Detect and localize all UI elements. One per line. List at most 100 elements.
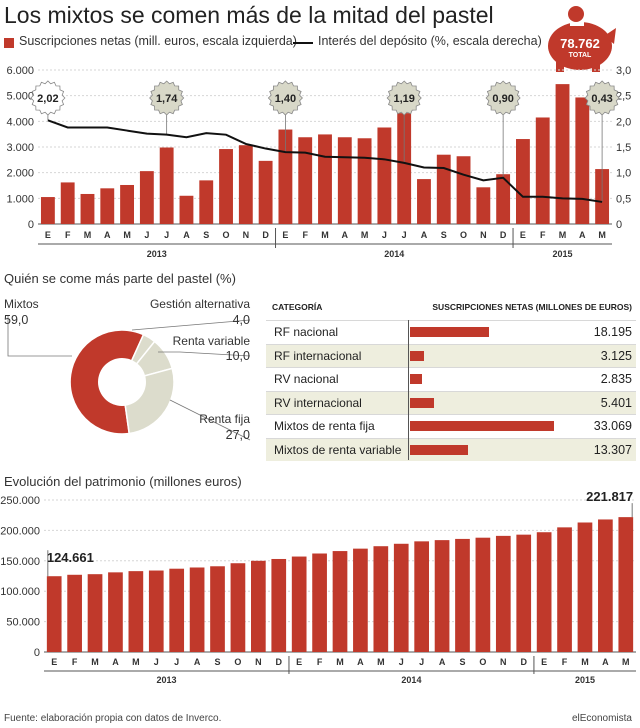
y2-tick-label: 0: [616, 219, 622, 231]
table-row: Mixtos de renta fija 33.069: [266, 414, 636, 437]
x-tick-label: E: [520, 230, 526, 240]
x-tick-label: J: [419, 657, 424, 667]
bar: [298, 137, 313, 224]
y2-tick-label: 2,5: [616, 91, 631, 103]
page-title: Los mixtos se comen más de la mitad del …: [4, 2, 494, 28]
y2-tick-label: 0,5: [616, 193, 631, 205]
y-tick-label: 4.000: [6, 116, 34, 128]
bar: [46, 576, 62, 652]
x-tick-label: J: [154, 657, 159, 667]
bar: [189, 567, 205, 652]
x-tick-label: F: [65, 230, 71, 240]
callout-label: 2,02: [37, 93, 58, 105]
year-label: 2014: [384, 249, 404, 259]
bar: [210, 566, 225, 652]
y-tick-label: 50.000: [6, 617, 40, 629]
y-tick-label: 100.000: [0, 586, 40, 598]
x-tick-label: A: [579, 230, 586, 240]
x-tick-label: S: [215, 657, 221, 667]
legend-line-label: Interés del depósito (%, escala derecha): [318, 34, 542, 48]
bar: [414, 541, 430, 652]
table-row: RV internacional 5.401: [266, 390, 636, 414]
pie-leader-renta-variable: [158, 351, 251, 357]
table-row-bar: [410, 421, 554, 431]
x-tick-label: F: [72, 657, 78, 667]
table-row: RF internacional 3.125: [266, 343, 636, 367]
legend-bar-swatch: [4, 38, 14, 48]
bar: [475, 537, 491, 652]
callout-label: 1,74: [156, 93, 178, 105]
x-tick-label: N: [255, 657, 262, 667]
pie-label-mixtos: Mixtos: [4, 297, 39, 311]
bar: [577, 522, 593, 652]
x-tick-label: F: [540, 230, 546, 240]
x-tick-label: M: [336, 657, 344, 667]
bar: [108, 572, 123, 652]
x-tick-label: A: [194, 657, 201, 667]
x-tick-label: A: [439, 657, 446, 667]
table-bar-axis: [408, 320, 409, 460]
bar: [456, 156, 471, 224]
y-tick-label: 150.000: [0, 556, 40, 568]
table-row-category: RV internacional: [274, 395, 362, 410]
table-row-value: 18.195: [593, 325, 632, 339]
callout-badge: [386, 80, 422, 116]
bar: [536, 532, 552, 652]
table-row-bar: [410, 350, 424, 361]
x-tick-label: F: [317, 657, 323, 667]
bar: [120, 184, 134, 224]
piggy-bank-icon: [548, 6, 616, 72]
x-tick-label: M: [321, 230, 329, 240]
year-label: 2015: [553, 249, 573, 259]
x-tick-label: S: [441, 230, 447, 240]
y-tick-label: 5.000: [6, 91, 34, 103]
interest-line: [47, 119, 603, 203]
x-tick-label: A: [421, 230, 428, 240]
bar: [397, 113, 412, 224]
x-tick-label: D: [520, 657, 527, 667]
bar: [598, 519, 613, 652]
year-label: 2013: [147, 249, 167, 259]
patrimony-chart: 0 50.000 100.000 150.000 200.000 250.000 124.6…: [0, 490, 636, 685]
bar: [476, 187, 491, 224]
table-row-category: Mixtos de renta fija: [274, 419, 375, 433]
first-value-label: 124.661: [47, 550, 94, 565]
x-tick-label: J: [144, 230, 149, 240]
table-row-value: 2.835: [600, 372, 632, 386]
bar: [393, 543, 409, 652]
x-tick-label: S: [203, 230, 209, 240]
table-header-category: CATEGORÍA: [272, 302, 323, 312]
callout-badge: [30, 80, 66, 116]
x-tick-label: M: [622, 657, 630, 667]
pie-value-gestion-alternativa: 4,0: [232, 313, 250, 327]
x-tick-label: M: [91, 657, 99, 667]
bar: [291, 556, 307, 652]
x-tick-label: A: [357, 657, 364, 667]
table-row-bar: [410, 374, 423, 384]
x-tick-label: N: [480, 230, 487, 240]
x-tick-label: D: [276, 657, 283, 667]
bar: [377, 127, 392, 224]
bar: [148, 570, 164, 652]
bar: [139, 171, 154, 224]
table-row-category: RV nacional: [274, 372, 339, 386]
bar: [80, 193, 95, 224]
x-tick-label: D: [500, 230, 507, 240]
callout-badge: [267, 80, 303, 116]
y2-tick-label: 1,0: [616, 168, 631, 180]
x-tick-label: O: [234, 657, 241, 667]
x-tick-label: M: [598, 230, 606, 240]
table-row-value: 3.125: [600, 348, 632, 363]
callout-badge: [149, 80, 185, 116]
y2-tick-label: 1,5: [616, 142, 631, 154]
source-note: Fuente: elaboración propia con datos de …: [4, 713, 222, 724]
x-tick-label: O: [479, 657, 486, 667]
callout-label: 1,40: [275, 93, 296, 105]
y-tick-label: 250.000: [0, 495, 40, 507]
table-row-bar: [410, 327, 490, 337]
y-tick-label: 0: [34, 647, 40, 659]
pie-value-renta-fija: 27,0: [225, 428, 250, 442]
callout-label: 0,90: [492, 93, 513, 105]
y-tick-label: 2.000: [6, 168, 34, 180]
x-tick-label: M: [581, 657, 589, 667]
